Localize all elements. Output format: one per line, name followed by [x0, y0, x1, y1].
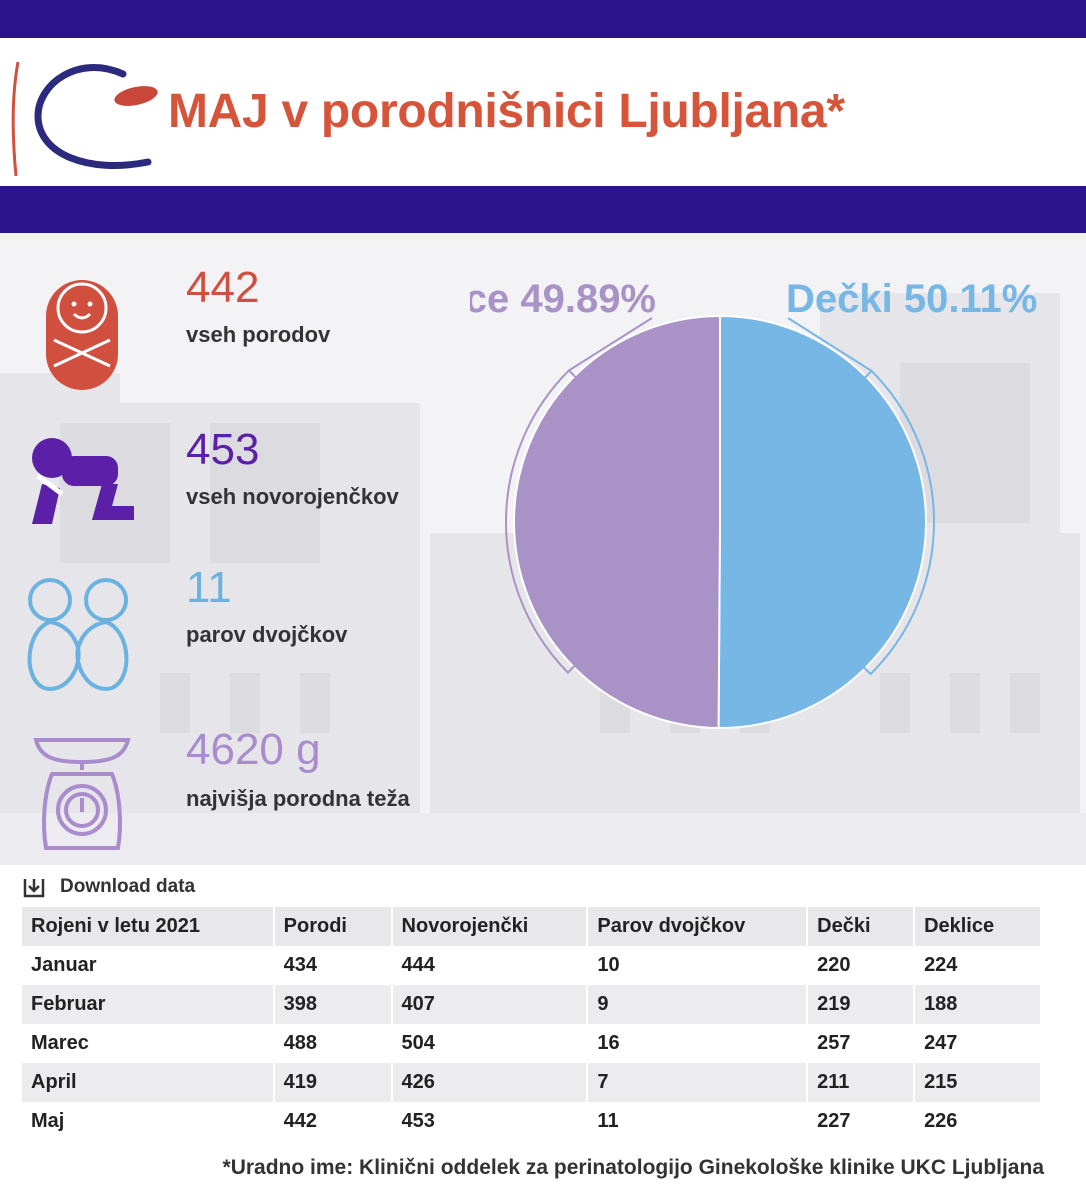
table-cell: 224: [914, 946, 1042, 985]
table-cell: 257: [807, 1024, 916, 1063]
top-color-band: [0, 0, 1086, 38]
pie-label-connector: [787, 317, 873, 372]
ukc-logo: [11, 61, 158, 177]
table-cell: 215: [914, 1063, 1042, 1102]
table-row: Februar 398 407 9 219 188: [22, 985, 1042, 1024]
table-row: Januar 434 444 10 220 224: [22, 946, 1042, 985]
twins-count: 11: [186, 563, 232, 612]
table-cell: 444: [391, 946, 589, 985]
table-cell: 407: [391, 985, 589, 1024]
table-cell: Maj: [22, 1102, 275, 1141]
table-cell: 219: [807, 985, 916, 1024]
pie-slice-girls: [513, 314, 721, 730]
column-header: Dečki: [807, 907, 916, 946]
table-cell: Januar: [22, 946, 275, 985]
download-data-link[interactable]: Download data: [22, 874, 195, 900]
baby-scale-icon: [33, 738, 131, 850]
crawling-baby-icon: [32, 438, 134, 524]
table-cell: 11: [587, 1102, 809, 1141]
births-count: 442: [186, 263, 260, 312]
table-cell: Marec: [22, 1024, 275, 1063]
table-cell: 434: [273, 946, 393, 985]
table-cell: 426: [391, 1063, 589, 1102]
table-cell: April: [22, 1063, 275, 1102]
table-cell: 10: [587, 946, 809, 985]
table-header-row: Rojeni v letu 2021 Porodi Novorojenčki P…: [22, 907, 1042, 946]
max-weight-label: najvišja porodna teža: [186, 786, 410, 811]
table-cell: 442: [273, 1102, 393, 1141]
table-cell: Februar: [22, 985, 275, 1024]
pie-label-bracket: [505, 369, 579, 674]
table-cell: 220: [807, 946, 916, 985]
header-color-band: [0, 186, 1086, 233]
monthly-data-table: Rojeni v letu 2021 Porodi Novorojenčki P…: [22, 907, 1042, 1141]
download-icon: [23, 879, 45, 898]
swaddled-baby-icon: [46, 280, 118, 390]
page-title: MAJ v porodnišnici Ljubljana*: [168, 85, 845, 138]
table-row: Maj 442 453 11 227 226: [22, 1102, 1042, 1141]
table-cell: 398: [273, 985, 393, 1024]
table-cell: 227: [807, 1102, 916, 1141]
twins-label: parov dvojčkov: [186, 622, 348, 647]
table-cell: 7: [587, 1063, 809, 1102]
table-cell: 211: [807, 1063, 916, 1102]
pie-slice-label: Deklice 49.89%: [470, 277, 656, 321]
table-row: Marec 488 504 16 257 247: [22, 1024, 1042, 1063]
newborns-count: 453: [186, 425, 260, 474]
table-cell: 453: [391, 1102, 589, 1141]
pie-label-connector: [568, 317, 653, 372]
table-cell: 16: [587, 1024, 809, 1063]
table-cell: 419: [273, 1063, 393, 1102]
table-row: April 419 426 7 211 215: [22, 1063, 1042, 1102]
pie-slice-label: Dečki 50.11%: [786, 277, 1037, 321]
column-header: Deklice: [914, 907, 1042, 946]
table-cell: 188: [914, 985, 1042, 1024]
table-cell: 226: [914, 1102, 1042, 1141]
column-header: Rojeni v letu 2021: [22, 907, 275, 946]
page-header: [0, 38, 1086, 186]
column-header: Parov dvojčkov: [587, 907, 809, 946]
download-data-label: Download data: [60, 876, 196, 897]
pie-slice-boys: [717, 314, 927, 729]
gender-pie-chart: Dečki 50.11% Deklice 49.89%: [470, 277, 1037, 730]
newborns-label: vseh novorojenčkov: [186, 484, 399, 509]
table-cell: 504: [391, 1024, 589, 1063]
twins-icon: [27, 578, 129, 691]
births-label: vseh porodov: [186, 322, 331, 347]
footnote: *Uradno ime: Klinični oddelek za perinat…: [222, 1156, 1044, 1179]
pie-label-bracket: [861, 369, 935, 676]
table-cell: 488: [273, 1024, 393, 1063]
table-cell: 247: [914, 1024, 1042, 1063]
table-cell: 9: [587, 985, 809, 1024]
max-weight-value: 4620 g: [186, 725, 321, 774]
column-header: Novorojenčki: [391, 907, 589, 946]
column-header: Porodi: [273, 907, 393, 946]
